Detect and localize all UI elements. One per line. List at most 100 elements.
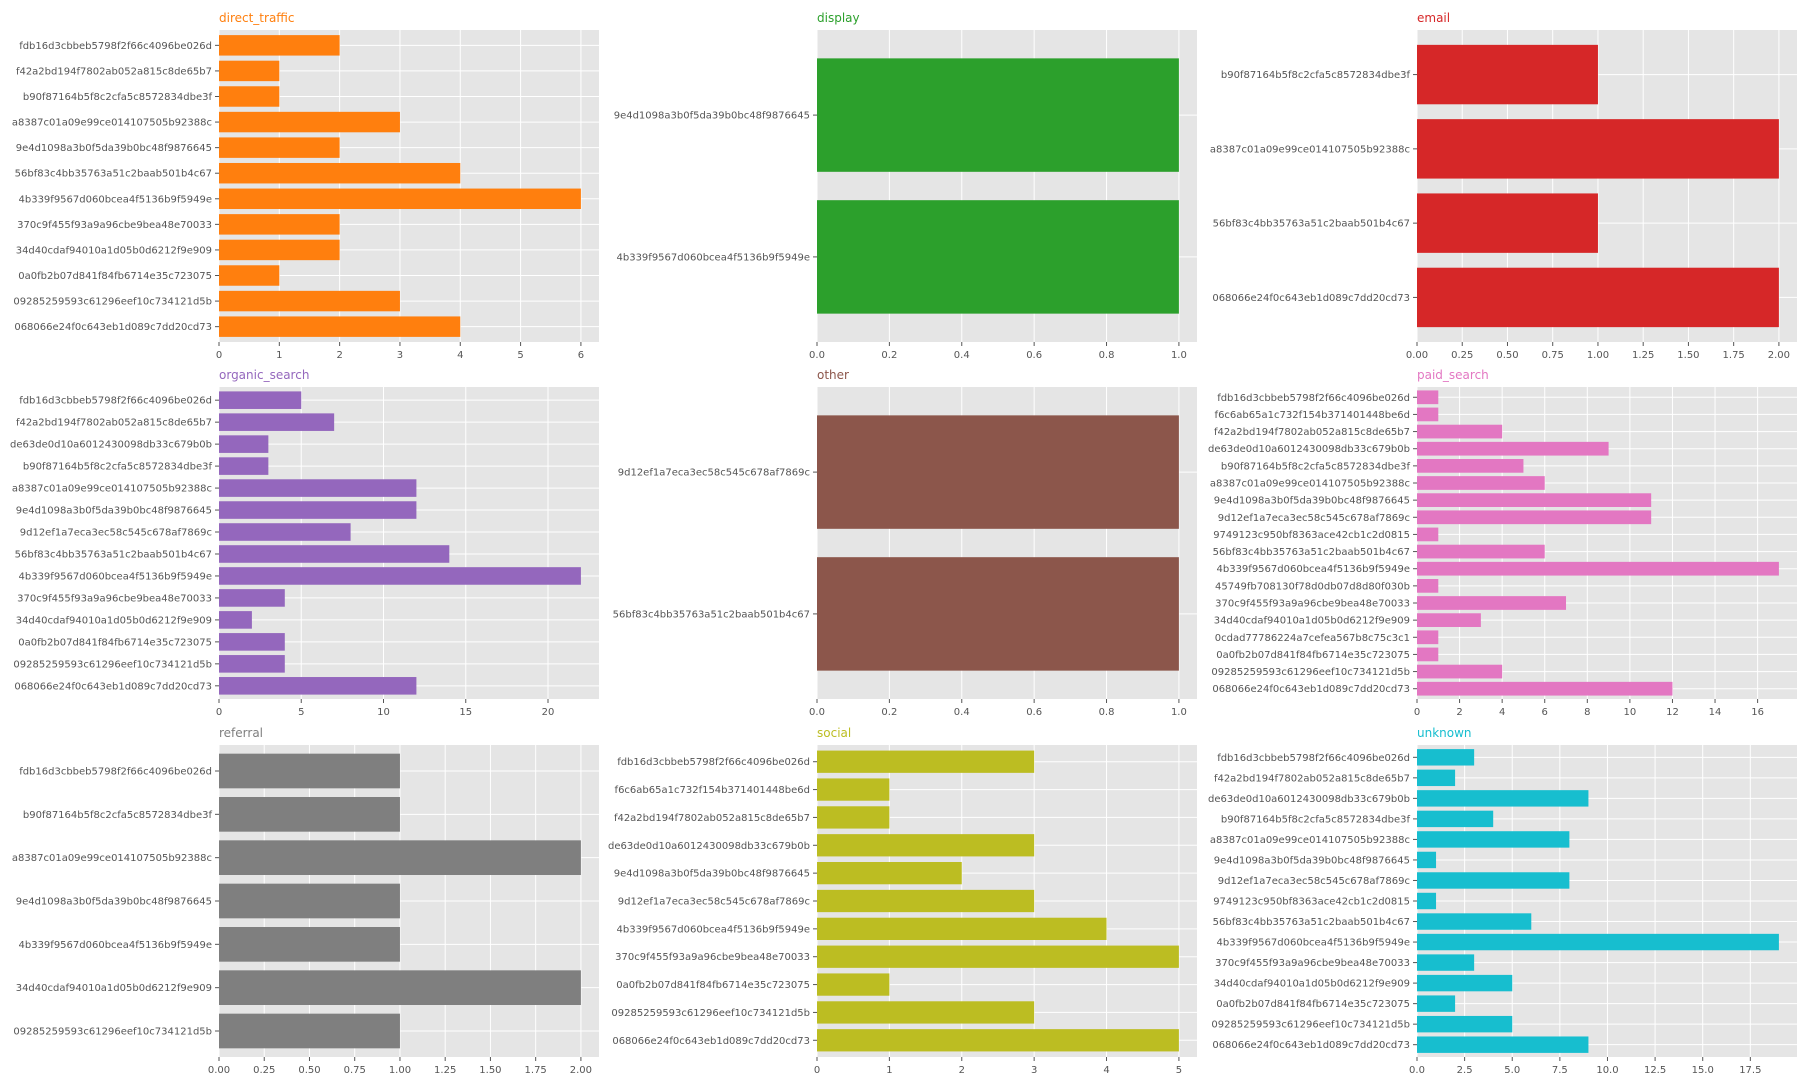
y-tick-label: 0a0fb2b07d841f84fb6714e35c723075	[1216, 650, 1410, 661]
plot-area	[219, 387, 599, 699]
bar	[219, 137, 340, 158]
y-tick-label: 9e4d1098a3b0f5da39b0bc48f9876645	[1214, 496, 1410, 507]
y-tick-label: fdb16d3cbbeb5798f2f66c4096be026d	[19, 767, 212, 778]
y-tick-label: 9e4d1098a3b0f5da39b0bc48f9876645	[16, 143, 212, 154]
y-tick-label: f42a2bd194f7802ab052a815c8de65b7	[614, 813, 810, 824]
x-tick-label: 0	[814, 1065, 820, 1076]
x-tick-label: 1	[886, 1065, 892, 1076]
panel-title: email	[1417, 11, 1450, 25]
x-tick-label: 0.2	[881, 707, 897, 718]
bar	[219, 111, 400, 133]
y-tick-label: 34d40cdaf94010a1d05b0d6212f9e909	[16, 245, 212, 256]
bar	[817, 973, 890, 996]
x-tick-label: 2	[336, 350, 342, 361]
x-tick-label: 0.6	[1026, 707, 1042, 718]
x-tick-label: 1	[276, 350, 282, 361]
y-tick-label: f42a2bd194f7802ab052a815c8de65b7	[1214, 773, 1410, 784]
y-tick-label: 370c9f455f93a9a96cbe9bea48e70033	[1215, 958, 1410, 969]
y-tick-label: f42a2bd194f7802ab052a815c8de65b7	[16, 418, 212, 429]
y-tick-label: a8387c01a09e99ce014107505b92388c	[12, 853, 212, 864]
bar	[1417, 544, 1545, 559]
x-tick-label: 5	[517, 350, 523, 361]
bar	[1417, 1036, 1589, 1053]
x-tick-label: 4	[457, 350, 463, 361]
bar	[219, 188, 581, 210]
plot-area	[219, 30, 599, 342]
bar	[1417, 441, 1609, 456]
bar	[817, 778, 890, 801]
x-tick-label: 1.00	[389, 1065, 411, 1076]
panel-title: other	[817, 368, 849, 382]
x-tick-label: 0	[216, 350, 222, 361]
x-tick-label: 0.0	[809, 707, 825, 718]
panel-title: paid_search	[1417, 368, 1489, 382]
bar	[219, 753, 400, 789]
y-tick-label: de63de0d10a6012430098db33c679b0b	[10, 440, 212, 451]
y-tick-label: 4b339f9567d060bcea4f5136b9f5949e	[19, 940, 213, 951]
x-tick-label: 1.00	[1587, 350, 1609, 361]
bar	[1417, 995, 1456, 1012]
y-tick-label: 370c9f455f93a9a96cbe9bea48e70033	[615, 952, 810, 963]
bar	[1417, 459, 1524, 473]
bar	[219, 391, 302, 409]
y-tick-label: a8387c01a09e99ce014107505b92388c	[1210, 835, 1410, 846]
bar	[219, 501, 417, 519]
y-tick-label: 4b339f9567d060bcea4f5136b9f5949e	[617, 924, 811, 935]
y-tick-label: f6c6ab65a1c732f154b371401448be6d	[615, 785, 810, 796]
x-tick-label: 1.25	[1632, 350, 1654, 361]
y-tick-label: 34d40cdaf94010a1d05b0d6212f9e909	[16, 615, 212, 626]
bar	[1417, 493, 1652, 507]
x-tick-label: 0.75	[1542, 350, 1564, 361]
panel-social: 0 1 2 3 4 5 fdb16d3cbbeb5798f2f66c4096be026d f6…	[608, 726, 1197, 1076]
x-tick-label: 2.00	[1768, 350, 1790, 361]
bar	[1417, 267, 1779, 328]
y-tick-label: 0a0fb2b07d841f84fb6714e35c723075	[18, 271, 212, 282]
x-tick-label: 2.00	[570, 1065, 592, 1076]
x-tick-label: 0.4	[954, 350, 970, 361]
y-tick-label: 34d40cdaf94010a1d05b0d6212f9e909	[1214, 979, 1410, 990]
bar	[1417, 769, 1456, 787]
bar	[817, 200, 1179, 314]
y-tick-label: 9e4d1098a3b0f5da39b0bc48f9876645	[16, 897, 212, 908]
bar	[1417, 390, 1439, 405]
x-tick-label: 2	[959, 1065, 965, 1076]
bar	[1417, 407, 1439, 422]
y-tick-label: 56bf83c4bb35763a51c2baab501b4c67	[15, 549, 212, 560]
y-tick-label: 09285259593c61296eef10c734121d5b	[13, 659, 212, 670]
bar	[219, 316, 461, 337]
y-tick-label: 4b339f9567d060bcea4f5136b9f5949e	[19, 194, 213, 205]
bar	[1417, 831, 1570, 848]
y-tick-label: b90f87164b5f8c2cfa5c8572834dbe3f	[23, 92, 213, 103]
y-tick-label: 0a0fb2b07d841f84fb6714e35c723075	[616, 980, 810, 991]
x-tick-label: 12	[1666, 707, 1679, 718]
x-tick-label: 0	[1414, 707, 1420, 718]
panel-title: unknown	[1417, 726, 1472, 740]
x-tick-label: 0.25	[1451, 350, 1473, 361]
y-tick-label: 56bf83c4bb35763a51c2baab501b4c67	[613, 609, 810, 620]
bar	[817, 58, 1179, 172]
x-tick-label: 8	[1584, 707, 1590, 718]
bar	[817, 945, 1179, 968]
bar	[219, 214, 340, 235]
y-tick-label: 9749123c950bf8363ace42cb1c2d0815	[1213, 897, 1410, 908]
x-tick-label: 10	[377, 707, 390, 718]
x-tick-label: 0.2	[881, 350, 897, 361]
bar	[817, 862, 962, 885]
y-tick-label: 4b339f9567d060bcea4f5136b9f5949e	[617, 252, 811, 263]
x-tick-label: 0.4	[954, 707, 970, 718]
bar	[219, 840, 581, 875]
y-tick-label: de63de0d10a6012430098db33c679b0b	[1208, 444, 1410, 455]
bar	[817, 806, 890, 829]
panel-paid-search: 0 2 4 6 8 10 12 14 16 fdb16d3cbbeb5798f2f66c4096b…	[1208, 368, 1797, 718]
x-tick-label: 0.0	[809, 350, 825, 361]
bar	[1417, 664, 1503, 679]
bar	[1417, 790, 1589, 807]
y-tick-label: 4b339f9567d060bcea4f5136b9f5949e	[19, 571, 213, 582]
y-tick-label: f42a2bd194f7802ab052a815c8de65b7	[16, 66, 212, 77]
bar	[817, 917, 1107, 940]
y-tick-label: 56bf83c4bb35763a51c2baab501b4c67	[1213, 917, 1410, 928]
y-tick-label: a8387c01a09e99ce014107505b92388c	[12, 118, 212, 129]
bar	[817, 557, 1179, 671]
y-tick-label: 9e4d1098a3b0f5da39b0bc48f9876645	[614, 111, 810, 122]
bar	[219, 970, 581, 1005]
